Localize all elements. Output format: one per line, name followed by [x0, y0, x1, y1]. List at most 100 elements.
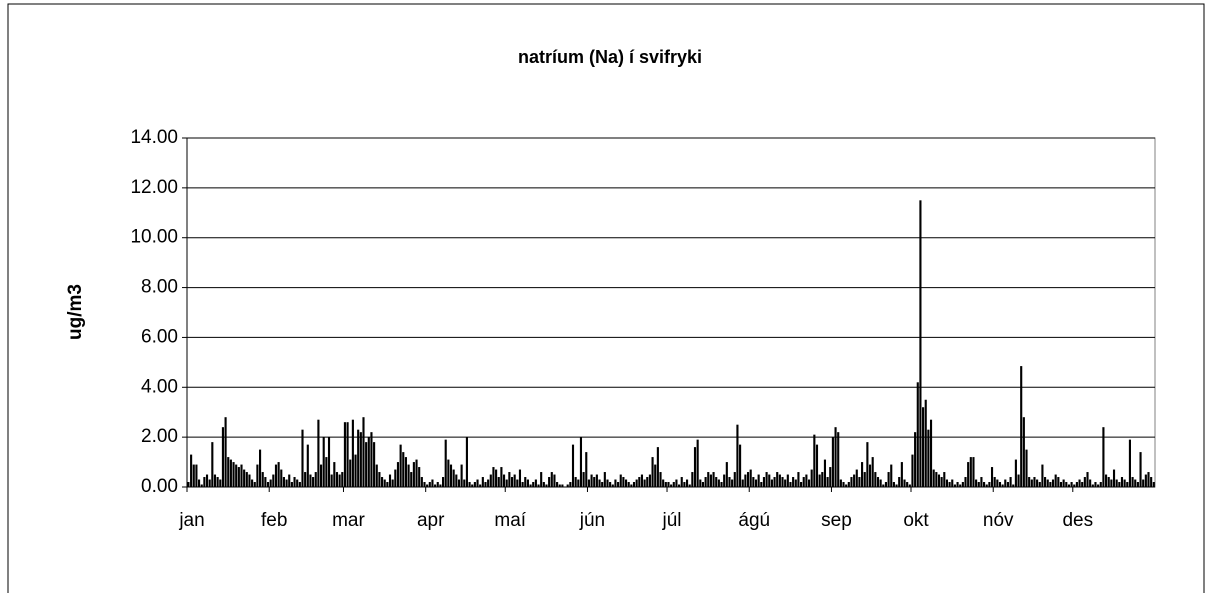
bar: [200, 484, 203, 487]
bar: [195, 464, 198, 487]
bar: [325, 457, 328, 487]
bar: [253, 482, 256, 487]
bar: [996, 479, 999, 487]
bar: [792, 477, 795, 487]
bar: [240, 464, 243, 487]
bar: [537, 484, 540, 487]
bar: [632, 482, 636, 487]
bar: [1070, 482, 1073, 487]
bar: [937, 474, 941, 487]
bar: [802, 477, 805, 487]
bar: [720, 482, 723, 487]
bar: [585, 452, 588, 487]
bar: [985, 484, 988, 487]
bar: [463, 479, 466, 487]
bar: [723, 474, 726, 487]
bar: [1152, 482, 1155, 487]
bar: [351, 419, 354, 487]
bar: [850, 477, 853, 487]
bar: [651, 457, 654, 487]
bar: [526, 479, 529, 487]
bar: [274, 464, 278, 487]
bar: [320, 464, 323, 487]
bar: [906, 482, 909, 487]
bar: [1057, 477, 1060, 487]
bar: [797, 472, 800, 487]
bar: [879, 479, 882, 487]
bar: [1067, 484, 1071, 487]
bar: [444, 439, 447, 487]
x-tick-label: nóv: [983, 510, 1014, 531]
bar: [534, 479, 537, 487]
bar: [871, 457, 874, 487]
y-axis-label: ug/m3: [65, 284, 86, 340]
bar: [770, 479, 773, 487]
bar: [659, 472, 662, 487]
bar: [680, 477, 683, 487]
bar: [1091, 484, 1094, 487]
bar: [929, 419, 933, 487]
bar: [502, 474, 506, 487]
bar: [821, 472, 824, 487]
bar: [953, 484, 956, 487]
bar: [969, 457, 972, 487]
bar: [508, 472, 511, 487]
bar: [243, 469, 246, 487]
bar: [357, 429, 360, 487]
bar: [627, 482, 630, 487]
bar: [436, 482, 439, 487]
bar: [622, 477, 625, 487]
bar: [1030, 479, 1033, 487]
bar: [1112, 469, 1116, 487]
bar: [728, 477, 731, 487]
bar: [277, 462, 280, 487]
bar: [911, 454, 914, 487]
bar: [505, 479, 508, 487]
bar: [712, 472, 715, 487]
bar: [739, 444, 742, 487]
bar: [1086, 472, 1089, 487]
bar: [648, 474, 651, 487]
bar: [882, 484, 885, 487]
bar: [823, 459, 827, 487]
bar: [362, 417, 365, 487]
bar: [701, 482, 705, 487]
bar: [805, 474, 808, 487]
bar: [394, 469, 397, 487]
x-tick-label: jan: [178, 510, 204, 531]
bar: [203, 477, 206, 487]
bar: [1139, 452, 1142, 487]
bar: [229, 459, 232, 487]
bar: [481, 477, 484, 487]
bar: [280, 469, 283, 487]
bar: [489, 474, 492, 487]
bar: [577, 479, 580, 487]
y-tick-label: 14.00: [130, 127, 178, 148]
bar: [245, 472, 248, 487]
bar: [667, 482, 670, 487]
x-tick-label: okt: [903, 510, 929, 531]
bar: [333, 462, 336, 487]
bar: [884, 482, 888, 487]
bar: [959, 484, 962, 487]
bar: [205, 474, 209, 487]
bar: [208, 479, 211, 487]
bar: [590, 474, 593, 487]
x-tick-label: maí: [494, 510, 526, 531]
bar: [609, 482, 612, 487]
bar: [781, 477, 784, 487]
bar: [1073, 484, 1076, 487]
bar: [338, 474, 341, 487]
bar: [614, 479, 617, 487]
bar: [890, 464, 893, 487]
bar: [322, 437, 325, 487]
bar: [815, 444, 819, 487]
bar: [487, 479, 490, 487]
bar: [1078, 479, 1081, 487]
bar: [1033, 477, 1036, 487]
bar: [1059, 482, 1063, 487]
bar: [550, 472, 553, 487]
bar: [532, 482, 535, 487]
bar: [1094, 482, 1097, 487]
bar: [1012, 484, 1015, 487]
